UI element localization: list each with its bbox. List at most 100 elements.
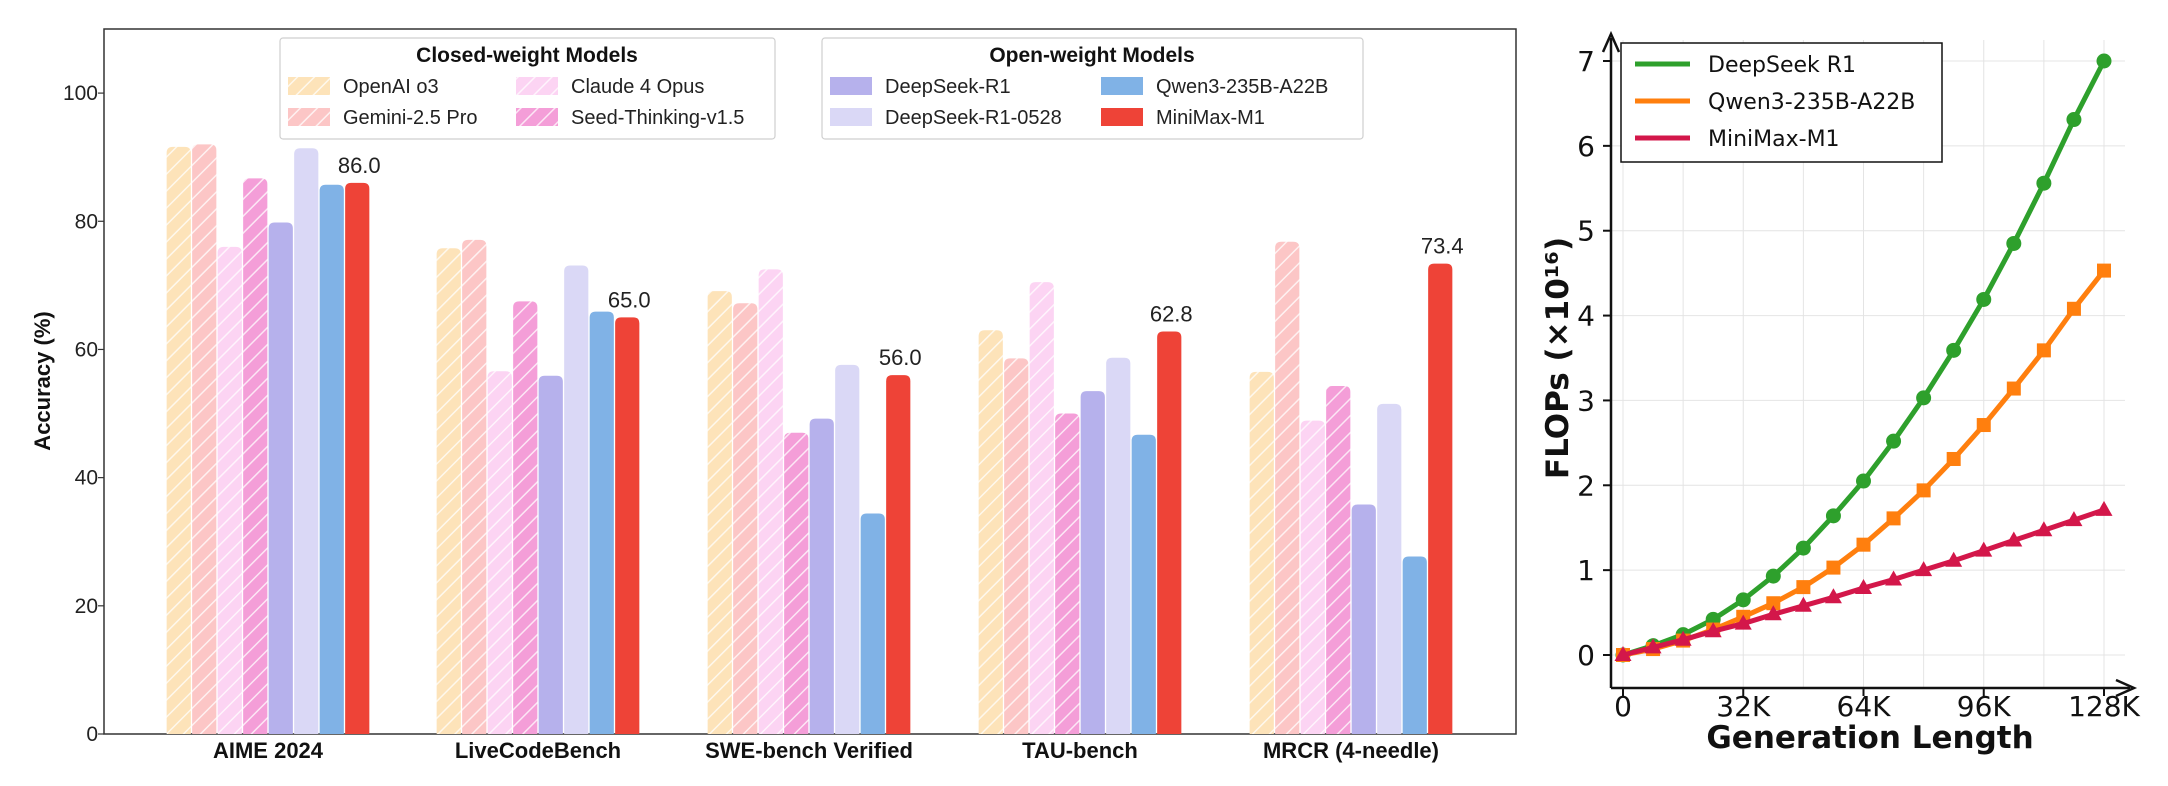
line-x-axis: 0 32K 64K 96K 128K (1614, 688, 2141, 723)
bar-openai-o3-mrcr-4-needle (1249, 371, 1274, 734)
bar-category-label: TAU-bench (1022, 738, 1138, 763)
bar-y-tick-label: 60 (75, 338, 98, 361)
legend-swatch (830, 77, 872, 95)
point-deepseek-r1 (1825, 508, 1841, 524)
bar-deepseek-r1-0528-livecodebench (564, 265, 589, 734)
point-deepseek-r1 (1765, 568, 1781, 584)
bar-y-tick-label: 20 (75, 595, 98, 618)
line-x-tick-label: 64K (1837, 690, 1892, 723)
point-deepseek-r1 (1735, 592, 1751, 608)
bar-claude-4-opus-swe-bench-verified (758, 269, 783, 734)
line-legend-label: Qwen3-235B-A22B (1708, 90, 1915, 115)
point-minimax-m1 (1824, 588, 1842, 604)
line-legend: DeepSeek R1 Qwen3-235B-A22B MiniMax-M1 (1620, 42, 1943, 163)
bar-data-label: 62.8 (1150, 302, 1193, 327)
legend-item-minimax-m1: MiniMax-M1 (1101, 107, 1265, 129)
bar-minimax-m1-mrcr-4-needle (1428, 263, 1453, 734)
bar-seed-thinking-v1-5-tau-bench (1055, 413, 1080, 734)
legend-item-gemini-2-5-pro: Gemini-2.5 Pro (288, 107, 478, 129)
point-minimax-m1 (2035, 521, 2053, 537)
legend-item-qwen3-235b-a22b: Qwen3-235B-A22B (1101, 76, 1328, 98)
bar-seed-thinking-v1-5-swe-bench-verified (784, 432, 809, 734)
bar-data-label: 73.4 (1421, 234, 1464, 259)
bar-data-label: 86.0 (338, 153, 381, 178)
bar-deepseek-r1-0528-mrcr-4-needle (1377, 403, 1402, 734)
bar-minimax-m1-tau-bench (1157, 331, 1182, 734)
line-series (1614, 53, 2113, 663)
point-minimax-m1 (2005, 531, 2023, 547)
bar-y-axis-label: Accuracy (%) (30, 311, 55, 450)
line-legend-item-qwen3-235b-a22b: Qwen3-235B-A22B (1635, 90, 1915, 115)
bar-marks (166, 144, 1453, 735)
point-minimax-m1 (1855, 578, 1872, 594)
point-deepseek-r1 (2006, 235, 2022, 251)
bar-seed-thinking-v1-5-aime-2024 (243, 178, 268, 735)
bar-gemini-2-5-pro-swe-bench-verified (733, 303, 758, 734)
point-minimax-m1 (2095, 500, 2113, 516)
bar-deepseek-r1-tau-bench (1080, 391, 1105, 734)
legend-item-deepseek-r1: DeepSeek-R1 (830, 76, 1011, 98)
point-minimax-m1 (1704, 622, 1722, 638)
bar-claude-4-opus-mrcr-4-needle (1300, 420, 1325, 734)
legend-swatch (288, 108, 330, 126)
bar-data-label: 65.0 (608, 287, 651, 312)
legend-item-seed-thinking-v1-5: Seed-Thinking-v1.5 (516, 107, 744, 129)
line-x-tick-label: 96K (1957, 690, 2012, 723)
legend-swatch (830, 108, 872, 126)
legend-swatch (1101, 77, 1143, 95)
bar-category-label: AIME 2024 (213, 738, 324, 763)
point-minimax-m1 (1975, 541, 1993, 557)
legend-label: DeepSeek-R1-0528 (885, 107, 1062, 129)
bar-category-label: LiveCodeBench (455, 738, 621, 763)
point-minimax-m1 (1764, 605, 1782, 621)
legend-swatch (288, 77, 330, 95)
legend-closed-title: Closed-weight Models (416, 44, 638, 67)
line-y-tick-label: 1 (1577, 554, 1595, 587)
point-qwen3-235b-a22b (1946, 451, 1961, 466)
bar-openai-o3-aime-2024 (166, 146, 191, 735)
bar-qwen3-235b-a22b-aime-2024 (319, 184, 344, 734)
bar-claude-4-opus-aime-2024 (217, 246, 242, 734)
legend-closed-weight: Closed-weight Models OpenAI o3 Gemini-2.5… (279, 37, 776, 140)
legend-swatch (1101, 108, 1143, 126)
bar-qwen3-235b-a22b-swe-bench-verified (860, 513, 885, 734)
line-legend-label: DeepSeek R1 (1708, 53, 1856, 78)
legend-label: Qwen3-235B-A22B (1156, 76, 1328, 98)
bar-y-tick-label: 40 (75, 467, 98, 490)
bar-claude-4-opus-livecodebench (487, 371, 512, 734)
legend-item-openai-o3: OpenAI o3 (288, 76, 439, 98)
line-y-axis-arrow (1601, 30, 1621, 53)
bar-deepseek-r1-livecodebench (538, 375, 563, 734)
point-minimax-m1 (1674, 630, 1692, 646)
point-deepseek-r1 (2066, 112, 2082, 128)
point-deepseek-r1 (2036, 175, 2052, 191)
point-qwen3-235b-a22b (1826, 560, 1841, 575)
bar-qwen3-235b-a22b-livecodebench (589, 311, 614, 734)
bar-qwen3-235b-a22b-mrcr-4-needle (1402, 556, 1427, 734)
point-qwen3-235b-a22b (1916, 483, 1931, 498)
line-x-axis-label: Generation Length (1706, 720, 2033, 756)
legend-open-frame (821, 37, 1364, 140)
bar-claude-4-opus-tau-bench (1029, 282, 1054, 734)
point-deepseek-r1 (1946, 342, 1962, 358)
bar-y-tick-label: 100 (63, 82, 98, 105)
point-qwen3-235b-a22b (1856, 537, 1871, 552)
line-x-axis-arrow (2115, 678, 2138, 698)
bar-gemini-2-5-pro-aime-2024 (192, 144, 217, 734)
legend-swatch (516, 108, 558, 126)
line-chart: 0 1 2 3 4 5 6 7 0 32K 64K 96K 128K Generation Lengt… (1540, 30, 2141, 756)
bar-deepseek-r1-0528-tau-bench (1106, 357, 1131, 734)
bar-category-label: MRCR (4-needle) (1263, 738, 1439, 763)
point-qwen3-235b-a22b (1886, 511, 1901, 526)
bar-x-axis: AIME 2024 LiveCodeBench SWE-bench Verified… (213, 738, 1439, 763)
bar-minimax-m1-livecodebench (615, 317, 640, 734)
point-deepseek-r1 (1976, 291, 1992, 307)
line-y-axis-label: FLOPs (×10¹⁶) (1540, 237, 1576, 479)
legend-swatch (516, 77, 558, 95)
point-qwen3-235b-a22b (2097, 263, 2111, 278)
bar-deepseek-r1-mrcr-4-needle (1351, 504, 1376, 734)
bar-deepseek-r1-0528-aime-2024 (294, 148, 319, 734)
line-x-tick-label: 32K (1716, 690, 1771, 723)
bar-deepseek-r1-swe-bench-verified (809, 418, 834, 734)
